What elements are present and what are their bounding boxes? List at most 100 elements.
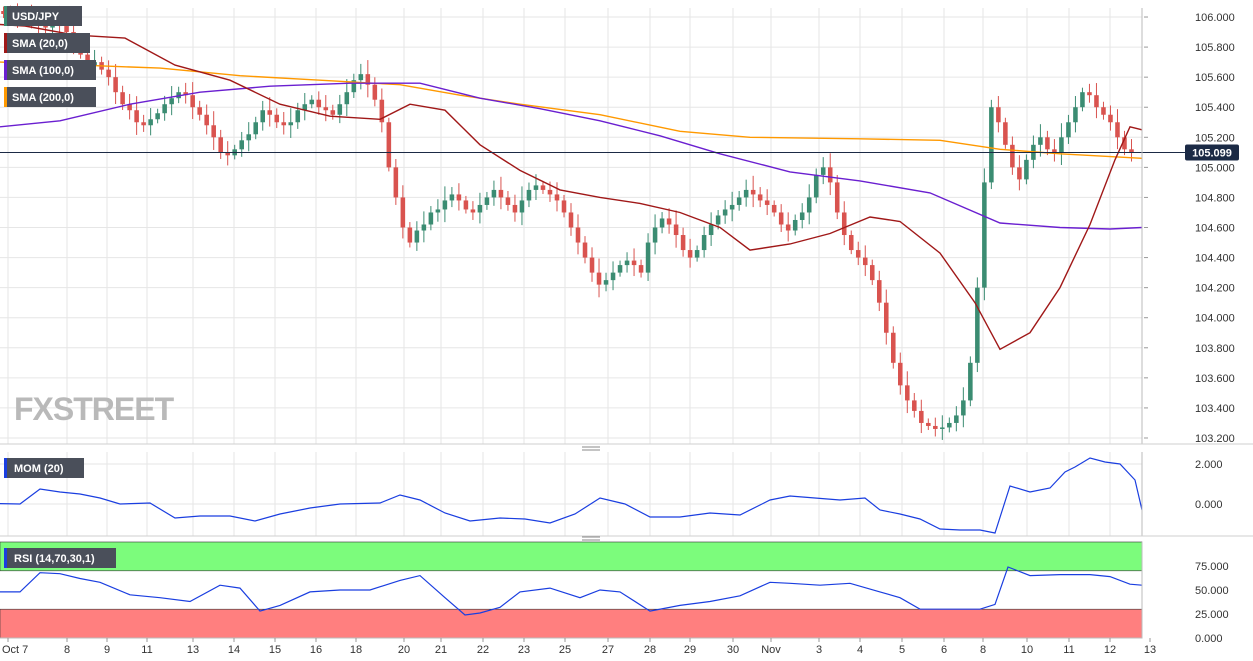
candle-body [1003, 122, 1008, 145]
candle-body [905, 385, 910, 401]
candle-body [652, 227, 658, 243]
candle-body [757, 194, 763, 201]
candle-body [246, 134, 251, 141]
candle-body [729, 204, 735, 210]
momentum-line [0, 457, 1143, 534]
candle-body [330, 110, 336, 115]
candle-body [533, 185, 539, 190]
panel-divider-1[interactable] [0, 443, 1253, 451]
candle [947, 417, 952, 433]
candle [190, 82, 195, 120]
candle [316, 91, 322, 115]
momentum-grid [0, 452, 1142, 536]
candle [1003, 117, 1008, 149]
candle [302, 93, 308, 121]
candle [113, 64, 118, 105]
candle-body [694, 250, 700, 258]
candle [428, 206, 434, 231]
candle [218, 129, 223, 159]
legend-sma200-label: SMA (200,0) [12, 92, 74, 104]
candle [470, 201, 476, 220]
candle [246, 122, 251, 152]
candle-body [323, 107, 329, 111]
price-tick-label: 104.000 [1195, 313, 1235, 325]
candle [666, 208, 672, 234]
time-tick-label: 13 [187, 644, 199, 656]
candle [1045, 130, 1050, 156]
candle [701, 226, 707, 258]
candle [883, 289, 889, 345]
candle-body [547, 189, 553, 195]
price-tick-label: 106.000 [1195, 12, 1235, 24]
candle-body [281, 122, 287, 126]
price-tick-label: 103.800 [1195, 343, 1235, 355]
time-tick-label: 18 [350, 644, 362, 656]
candle-body [337, 104, 343, 115]
candle [435, 199, 441, 222]
candle [1080, 87, 1085, 112]
candle [568, 203, 574, 236]
candle [491, 180, 497, 206]
candle [526, 182, 532, 208]
candle [407, 222, 413, 248]
candle-body [253, 122, 259, 135]
time-tick-label: 9 [104, 644, 110, 656]
candle [1101, 101, 1106, 120]
candle-body [989, 107, 994, 183]
candle [372, 77, 378, 107]
candle [421, 211, 427, 243]
candle-body [659, 218, 665, 228]
price-tick-label: 105.400 [1195, 102, 1235, 114]
candle-body [933, 425, 938, 429]
candle-body [512, 204, 518, 213]
time-tick-label: 21 [435, 644, 447, 656]
candle-body [975, 287, 980, 363]
candle [1094, 83, 1099, 119]
candle [645, 233, 651, 281]
legend-sma20-label: SMA (20,0) [12, 38, 68, 50]
candle [449, 187, 455, 208]
candle-body [820, 167, 826, 175]
candle [414, 221, 420, 251]
candle [610, 261, 616, 291]
candle-body [799, 212, 805, 220]
price-panel: FXSTREET 106.000 105.800 105.600 105.400 105… [0, 3, 1239, 445]
candle [940, 415, 945, 440]
legend-sma100: SMA (100,0) [4, 60, 96, 80]
momentum-panel: 2.000 0.000 MOM (20) [0, 452, 1223, 536]
panel-divider-2[interactable] [0, 535, 1253, 541]
price-tick-label: 104.600 [1195, 223, 1235, 235]
candle [968, 356, 973, 407]
candle-body [736, 197, 742, 205]
candle-body [155, 113, 160, 120]
candle-body [1087, 92, 1092, 96]
candle [961, 387, 966, 428]
price-tick-label: 105.200 [1195, 132, 1235, 144]
candle [183, 82, 188, 104]
candle-body [1045, 137, 1050, 150]
candle [1038, 124, 1043, 157]
rsi-tick-label: 25.000 [1195, 609, 1229, 621]
candle-body [961, 400, 966, 416]
candle [1115, 109, 1120, 150]
candle [743, 179, 749, 207]
candle-body [470, 209, 476, 213]
candle [197, 100, 202, 121]
candle-body [491, 189, 497, 198]
candle-body [225, 152, 230, 156]
candle [379, 88, 385, 133]
price-tick-label: 103.200 [1195, 433, 1235, 445]
candle [792, 214, 798, 236]
candle [736, 191, 742, 211]
candle [386, 117, 392, 172]
candle [281, 112, 287, 135]
candle-body [344, 92, 350, 105]
candle-body [197, 107, 202, 115]
candle [344, 79, 350, 117]
candle-body [638, 265, 644, 273]
candle [589, 247, 595, 282]
time-tick-label: 8 [64, 644, 70, 656]
candles [1, 3, 1134, 440]
candle-body [617, 265, 623, 273]
candle-body [309, 99, 315, 105]
